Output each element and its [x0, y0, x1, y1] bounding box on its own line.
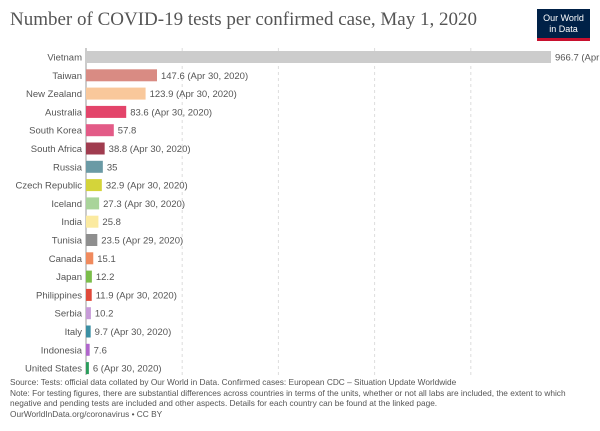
data-label: 123.9 (Apr 30, 2020)	[150, 89, 237, 100]
bar	[86, 362, 89, 375]
bar	[86, 179, 102, 192]
bar	[86, 69, 157, 82]
category-label: South Korea	[29, 126, 83, 137]
category-label: Italy	[65, 327, 83, 338]
data-label: 23.5 (Apr 29, 2020)	[101, 236, 183, 247]
data-label: 9.7 (Apr 30, 2020)	[95, 327, 172, 338]
data-label: 966.7 (Apr 29, 2020)	[555, 53, 600, 64]
data-label: 35	[107, 162, 118, 173]
bar	[86, 252, 94, 265]
bar	[86, 270, 92, 283]
bar	[86, 51, 551, 63]
bar	[86, 288, 92, 301]
data-label: 25.8	[102, 217, 121, 228]
credit-link[interactable]: OurWorldInData.org/coronavirus • CC BY	[10, 408, 163, 419]
data-label: 147.6 (Apr 30, 2020)	[161, 71, 248, 82]
category-label: Taiwan	[52, 71, 82, 82]
bar	[86, 105, 127, 118]
category-label: India	[61, 217, 82, 228]
category-label: Indonesia	[41, 345, 83, 356]
bar	[86, 234, 98, 246]
category-label: Philippines	[36, 290, 82, 301]
category-label: Iceland	[51, 199, 82, 210]
data-label: 15.1	[97, 254, 116, 265]
category-label: South Africa	[31, 144, 83, 155]
category-label: Canada	[49, 254, 83, 265]
footer: Source: Tests: official data collated by…	[10, 377, 590, 419]
data-label: 32.9 (Apr 30, 2020)	[106, 181, 188, 192]
category-label: United States	[25, 364, 82, 375]
category-label: Vietnam	[47, 53, 82, 64]
category-label: Japan	[56, 272, 82, 283]
data-label: 7.6	[94, 345, 107, 356]
bar	[86, 124, 114, 137]
data-label: 6 (Apr 30, 2020)	[93, 364, 162, 375]
owid-logo[interactable]: Our World in Data	[537, 9, 590, 41]
note-text: Note: For testing figures, there are sub…	[10, 387, 566, 409]
bar	[86, 142, 105, 155]
category-label: Australia	[45, 107, 83, 118]
chart-title: Number of COVID-19 tests per confirmed c…	[10, 9, 477, 30]
bar	[86, 325, 91, 338]
bar	[86, 343, 90, 356]
logo-line-1: Our World	[543, 13, 584, 23]
category-label: Czech Republic	[15, 181, 82, 192]
bar	[86, 215, 99, 228]
source-text: Source: Tests: official data collated by…	[10, 377, 457, 387]
bar	[86, 307, 91, 320]
category-label: Tunisia	[52, 236, 83, 247]
bar	[86, 197, 100, 210]
data-label: 11.9 (Apr 30, 2020)	[96, 290, 177, 301]
category-label: New Zealand	[26, 89, 82, 100]
category-label: Serbia	[55, 309, 83, 320]
data-label: 27.3 (Apr 30, 2020)	[103, 199, 185, 210]
bar	[86, 160, 103, 173]
data-label: 10.2	[95, 309, 114, 320]
bar-chart: 0200400600800Vietnam966.7 (Apr 29, 2020)…	[15, 48, 600, 375]
category-label: Russia	[53, 162, 83, 173]
data-label: 38.8 (Apr 30, 2020)	[109, 144, 191, 155]
data-label: 12.2	[96, 272, 115, 283]
bar	[86, 87, 146, 100]
data-label: 83.6 (Apr 30, 2020)	[130, 107, 212, 118]
data-label: 57.8	[118, 126, 137, 137]
logo-line-2: in Data	[549, 24, 578, 34]
